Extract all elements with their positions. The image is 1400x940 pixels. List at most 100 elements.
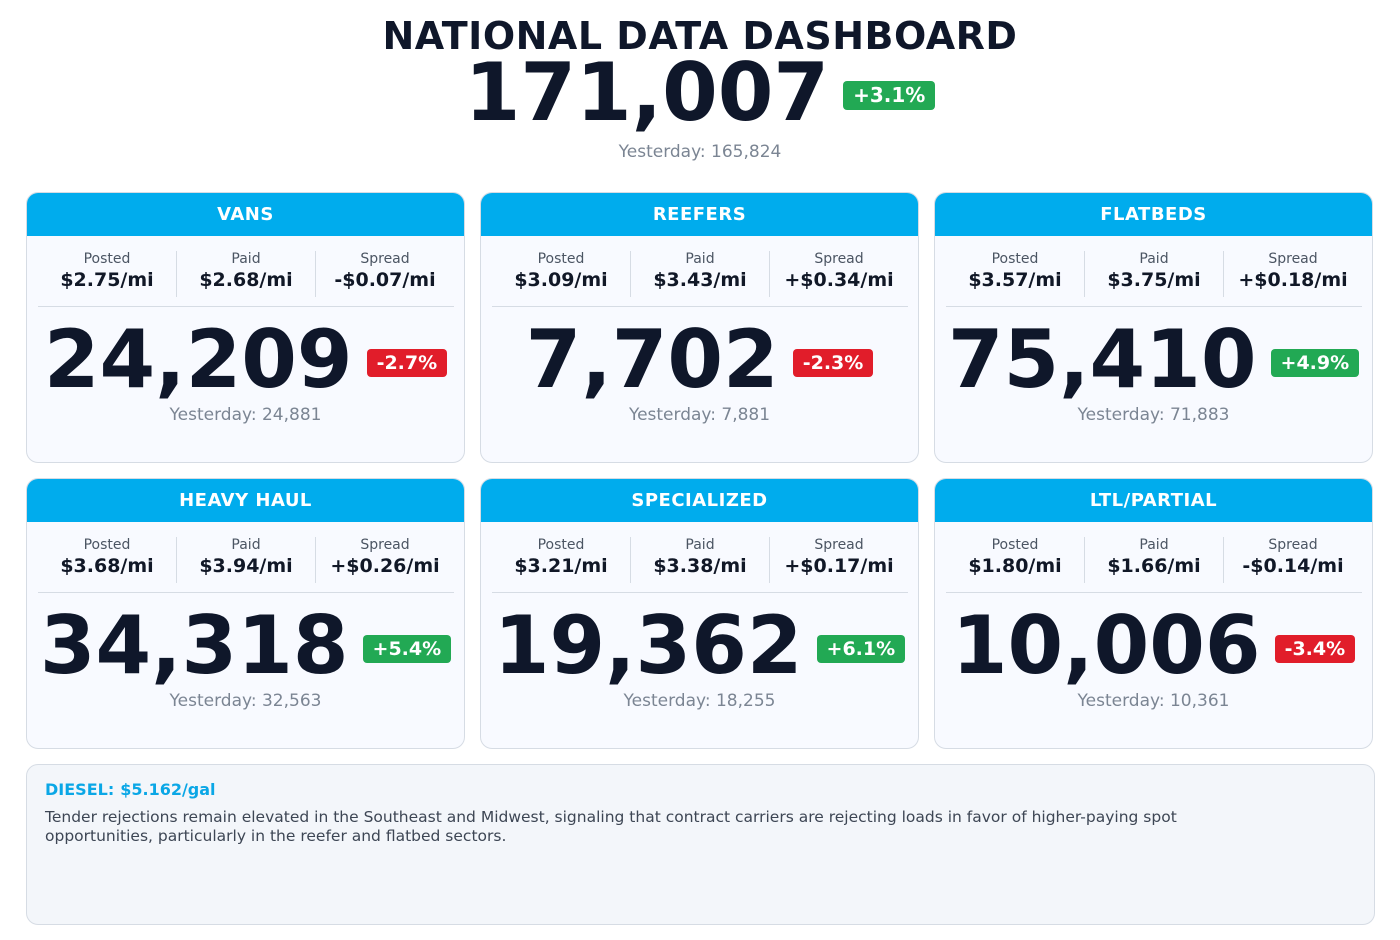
volume-value: 24,209 xyxy=(43,313,353,406)
posted-label: Posted xyxy=(83,537,131,553)
yesterday-value: Yesterday: 10,361 xyxy=(1077,691,1230,711)
spread-label: Spread xyxy=(814,537,864,553)
total-value: 171,007 xyxy=(464,46,830,139)
posted-label: Posted xyxy=(83,251,131,267)
card-title: VANS xyxy=(27,193,464,236)
total-yesterday: Yesterday: 165,824 xyxy=(618,142,782,162)
card-title: FLATBEDS xyxy=(935,193,1372,236)
paid-value: $3.75/mi xyxy=(1107,269,1201,291)
posted-rate: Posted $3.09/mi xyxy=(492,251,631,297)
divider xyxy=(492,592,908,593)
yesterday-value: Yesterday: 18,255 xyxy=(623,691,776,711)
paid-label: Paid xyxy=(231,537,261,553)
card-flatbeds: FLATBEDS Posted $3.57/mi Paid $3.75/mi S… xyxy=(934,192,1373,463)
volume-row: 19,362 +6.1% xyxy=(481,603,918,689)
change-badge: -2.3% xyxy=(792,349,874,377)
spread-value: +$0.26/mi xyxy=(330,555,440,577)
card-reefers: REEFERS Posted $3.09/mi Paid $3.43/mi Sp… xyxy=(480,192,919,463)
card-specialized: SPECIALIZED Posted $3.21/mi Paid $3.38/m… xyxy=(480,478,919,749)
change-badge: +6.1% xyxy=(816,635,906,663)
paid-value: $3.94/mi xyxy=(199,555,293,577)
rate-row: Posted $3.68/mi Paid $3.94/mi Spread +$0… xyxy=(38,537,454,583)
paid-rate: Paid $2.68/mi xyxy=(177,251,316,297)
card-heavy-haul: HEAVY HAUL Posted $3.68/mi Paid $3.94/mi… xyxy=(26,478,465,749)
diesel-price: DIESEL: $5.162/gal xyxy=(45,780,216,799)
notes-panel: DIESEL: $5.162/gal Tender rejections rema… xyxy=(26,764,1375,925)
posted-value: $1.80/mi xyxy=(968,555,1062,577)
posted-rate: Posted $3.21/mi xyxy=(492,537,631,583)
posted-rate: Posted $3.68/mi xyxy=(38,537,177,583)
spread-label: Spread xyxy=(360,537,410,553)
posted-rate: Posted $2.75/mi xyxy=(38,251,177,297)
paid-label: Paid xyxy=(1139,251,1169,267)
paid-label: Paid xyxy=(685,537,715,553)
spread-value: -$0.07/mi xyxy=(334,269,436,291)
paid-rate: Paid $3.38/mi xyxy=(631,537,770,583)
posted-value: $3.57/mi xyxy=(968,269,1062,291)
change-badge: +5.4% xyxy=(362,635,452,663)
spread-rate: Spread +$0.17/mi xyxy=(770,537,908,583)
divider xyxy=(38,306,454,307)
volume-value: 75,410 xyxy=(947,313,1257,406)
posted-value: $3.21/mi xyxy=(514,555,608,577)
volume-value: 19,362 xyxy=(493,599,803,692)
volume-row: 7,702 -2.3% xyxy=(481,317,918,403)
card-title: SPECIALIZED xyxy=(481,479,918,522)
paid-rate: Paid $1.66/mi xyxy=(1085,537,1224,583)
yesterday-value: Yesterday: 71,883 xyxy=(1077,405,1230,425)
total-summary: 171,007 +3.1% xyxy=(0,52,1400,134)
posted-value: $3.68/mi xyxy=(60,555,154,577)
page-title: NATIONAL DATA DASHBOARD xyxy=(382,14,1018,58)
posted-label: Posted xyxy=(537,537,585,553)
spread-label: Spread xyxy=(1268,537,1318,553)
spread-value: -$0.14/mi xyxy=(1242,555,1344,577)
spread-value: +$0.18/mi xyxy=(1238,269,1348,291)
rate-row: Posted $3.09/mi Paid $3.43/mi Spread +$0… xyxy=(492,251,908,297)
card-title: HEAVY HAUL xyxy=(27,479,464,522)
volume-value: 7,702 xyxy=(525,313,779,406)
posted-label: Posted xyxy=(991,537,1039,553)
card-title: REEFERS xyxy=(481,193,918,236)
spread-rate: Spread +$0.18/mi xyxy=(1224,251,1362,297)
yesterday-value: Yesterday: 24,881 xyxy=(169,405,322,425)
volume-row: 24,209 -2.7% xyxy=(27,317,464,403)
paid-value: $2.68/mi xyxy=(199,269,293,291)
paid-value: $3.38/mi xyxy=(653,555,747,577)
posted-value: $3.09/mi xyxy=(514,269,608,291)
change-badge: +4.9% xyxy=(1270,349,1360,377)
spread-value: +$0.17/mi xyxy=(784,555,894,577)
divider xyxy=(946,592,1362,593)
card-title: LTL/PARTIAL xyxy=(935,479,1372,522)
volume-row: 34,318 +5.4% xyxy=(27,603,464,689)
spread-label: Spread xyxy=(814,251,864,267)
paid-value: $1.66/mi xyxy=(1107,555,1201,577)
rate-row: Posted $1.80/mi Paid $1.66/mi Spread -$0… xyxy=(946,537,1362,583)
divider xyxy=(492,306,908,307)
posted-label: Posted xyxy=(991,251,1039,267)
spread-rate: Spread +$0.26/mi xyxy=(316,537,454,583)
change-badge: -3.4% xyxy=(1274,635,1356,663)
spread-rate: Spread -$0.14/mi xyxy=(1224,537,1362,583)
spread-value: +$0.34/mi xyxy=(784,269,894,291)
rate-row: Posted $3.21/mi Paid $3.38/mi Spread +$0… xyxy=(492,537,908,583)
spread-label: Spread xyxy=(360,251,410,267)
change-badge: -2.7% xyxy=(366,349,448,377)
card-vans: VANS Posted $2.75/mi Paid $2.68/mi Sprea… xyxy=(26,192,465,463)
total-change-badge: +3.1% xyxy=(843,80,936,110)
paid-rate: Paid $3.43/mi xyxy=(631,251,770,297)
volume-value: 10,006 xyxy=(951,599,1261,692)
rate-row: Posted $3.57/mi Paid $3.75/mi Spread +$0… xyxy=(946,251,1362,297)
volume-row: 75,410 +4.9% xyxy=(935,317,1372,403)
posted-value: $2.75/mi xyxy=(60,269,154,291)
rate-row: Posted $2.75/mi Paid $2.68/mi Spread -$0… xyxy=(38,251,454,297)
spread-rate: Spread +$0.34/mi xyxy=(770,251,908,297)
divider xyxy=(946,306,1362,307)
posted-rate: Posted $1.80/mi xyxy=(946,537,1085,583)
volume-value: 34,318 xyxy=(39,599,349,692)
card-ltl-partial: LTL/PARTIAL Posted $1.80/mi Paid $1.66/m… xyxy=(934,478,1373,749)
divider xyxy=(38,592,454,593)
posted-rate: Posted $3.57/mi xyxy=(946,251,1085,297)
paid-rate: Paid $3.94/mi xyxy=(177,537,316,583)
paid-label: Paid xyxy=(231,251,261,267)
yesterday-value: Yesterday: 7,881 xyxy=(628,405,771,425)
